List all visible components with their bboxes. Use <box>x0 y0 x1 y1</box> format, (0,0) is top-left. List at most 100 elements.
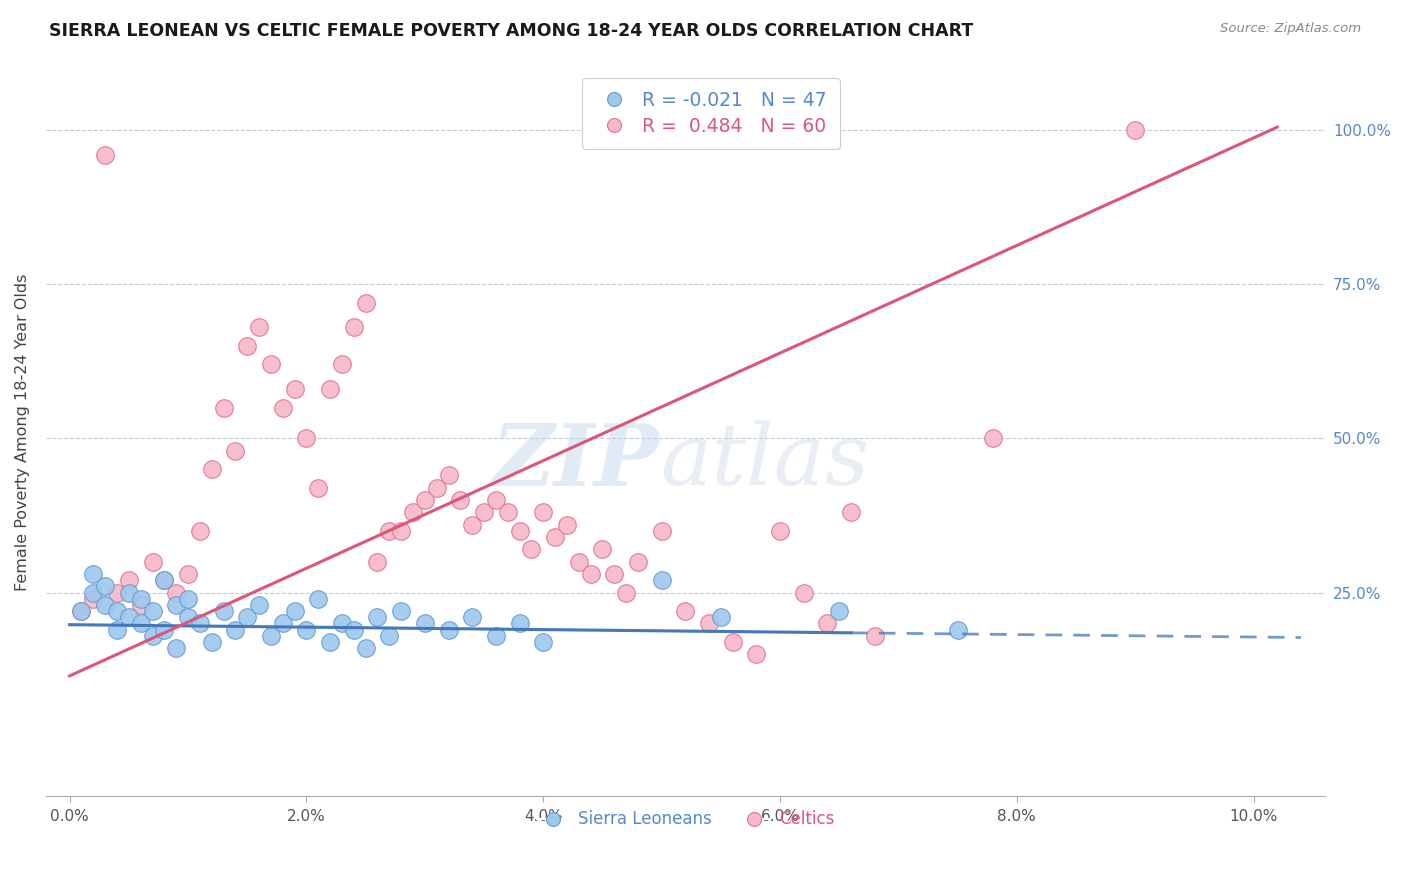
Point <box>118 574 141 588</box>
Point <box>378 629 401 643</box>
Point <box>520 542 543 557</box>
Point <box>94 598 117 612</box>
Point <box>366 555 388 569</box>
Point <box>745 647 768 661</box>
Point <box>509 524 531 538</box>
Text: SIERRA LEONEAN VS CELTIC FEMALE POVERTY AMONG 18-24 YEAR OLDS CORRELATION CHART: SIERRA LEONEAN VS CELTIC FEMALE POVERTY … <box>49 22 973 40</box>
Legend: Sierra Leoneans, Celtics: Sierra Leoneans, Celtics <box>530 804 841 835</box>
Point <box>673 604 696 618</box>
Point <box>260 358 283 372</box>
Point <box>307 591 329 606</box>
Y-axis label: Female Poverty Among 18-24 Year Olds: Female Poverty Among 18-24 Year Olds <box>15 274 30 591</box>
Point <box>129 616 152 631</box>
Point <box>224 443 246 458</box>
Point <box>307 481 329 495</box>
Point <box>354 295 377 310</box>
Point <box>141 629 163 643</box>
Point <box>118 585 141 599</box>
Point <box>378 524 401 538</box>
Point <box>449 493 471 508</box>
Point <box>105 623 128 637</box>
Point <box>295 623 318 637</box>
Point <box>165 585 187 599</box>
Point <box>188 616 211 631</box>
Point <box>839 506 862 520</box>
Point <box>236 339 259 353</box>
Point <box>485 629 508 643</box>
Point <box>70 604 93 618</box>
Point <box>247 320 270 334</box>
Point <box>568 555 591 569</box>
Point <box>461 610 484 624</box>
Point <box>105 604 128 618</box>
Point <box>710 610 733 624</box>
Point <box>509 616 531 631</box>
Point <box>284 382 307 396</box>
Point <box>271 616 294 631</box>
Point <box>531 506 554 520</box>
Point <box>94 579 117 593</box>
Point <box>981 432 1004 446</box>
Point <box>319 382 342 396</box>
Text: Source: ZipAtlas.com: Source: ZipAtlas.com <box>1220 22 1361 36</box>
Point <box>472 506 495 520</box>
Point <box>437 623 460 637</box>
Point <box>330 616 353 631</box>
Point <box>485 493 508 508</box>
Point <box>413 616 436 631</box>
Point <box>651 574 673 588</box>
Point <box>129 598 152 612</box>
Point <box>188 524 211 538</box>
Point <box>118 610 141 624</box>
Point <box>201 635 224 649</box>
Point <box>153 574 176 588</box>
Point <box>165 641 187 656</box>
Point <box>177 591 200 606</box>
Point <box>627 555 650 569</box>
Point <box>330 358 353 372</box>
Point <box>721 635 744 649</box>
Point <box>579 567 602 582</box>
Point <box>82 585 104 599</box>
Point <box>531 635 554 649</box>
Text: ZIP: ZIP <box>492 419 659 503</box>
Point <box>769 524 792 538</box>
Point <box>141 555 163 569</box>
Point <box>177 610 200 624</box>
Point <box>284 604 307 618</box>
Point <box>212 401 235 415</box>
Point <box>82 567 104 582</box>
Point <box>946 623 969 637</box>
Text: atlas: atlas <box>659 420 869 503</box>
Point <box>82 591 104 606</box>
Point <box>141 604 163 618</box>
Point <box>177 567 200 582</box>
Point <box>402 506 425 520</box>
Point <box>319 635 342 649</box>
Point <box>354 641 377 656</box>
Point <box>603 567 626 582</box>
Point <box>343 623 366 637</box>
Point <box>614 585 637 599</box>
Point <box>94 148 117 162</box>
Point <box>828 604 851 618</box>
Point <box>153 574 176 588</box>
Point <box>212 604 235 618</box>
Point <box>426 481 449 495</box>
Point <box>413 493 436 508</box>
Point <box>295 432 318 446</box>
Point <box>697 616 720 631</box>
Point <box>271 401 294 415</box>
Point <box>343 320 366 334</box>
Point <box>496 506 519 520</box>
Point <box>793 585 815 599</box>
Point <box>437 468 460 483</box>
Point <box>651 524 673 538</box>
Point <box>366 610 388 624</box>
Point <box>70 604 93 618</box>
Point <box>129 591 152 606</box>
Point <box>555 517 578 532</box>
Point <box>236 610 259 624</box>
Point <box>815 616 838 631</box>
Point <box>544 530 567 544</box>
